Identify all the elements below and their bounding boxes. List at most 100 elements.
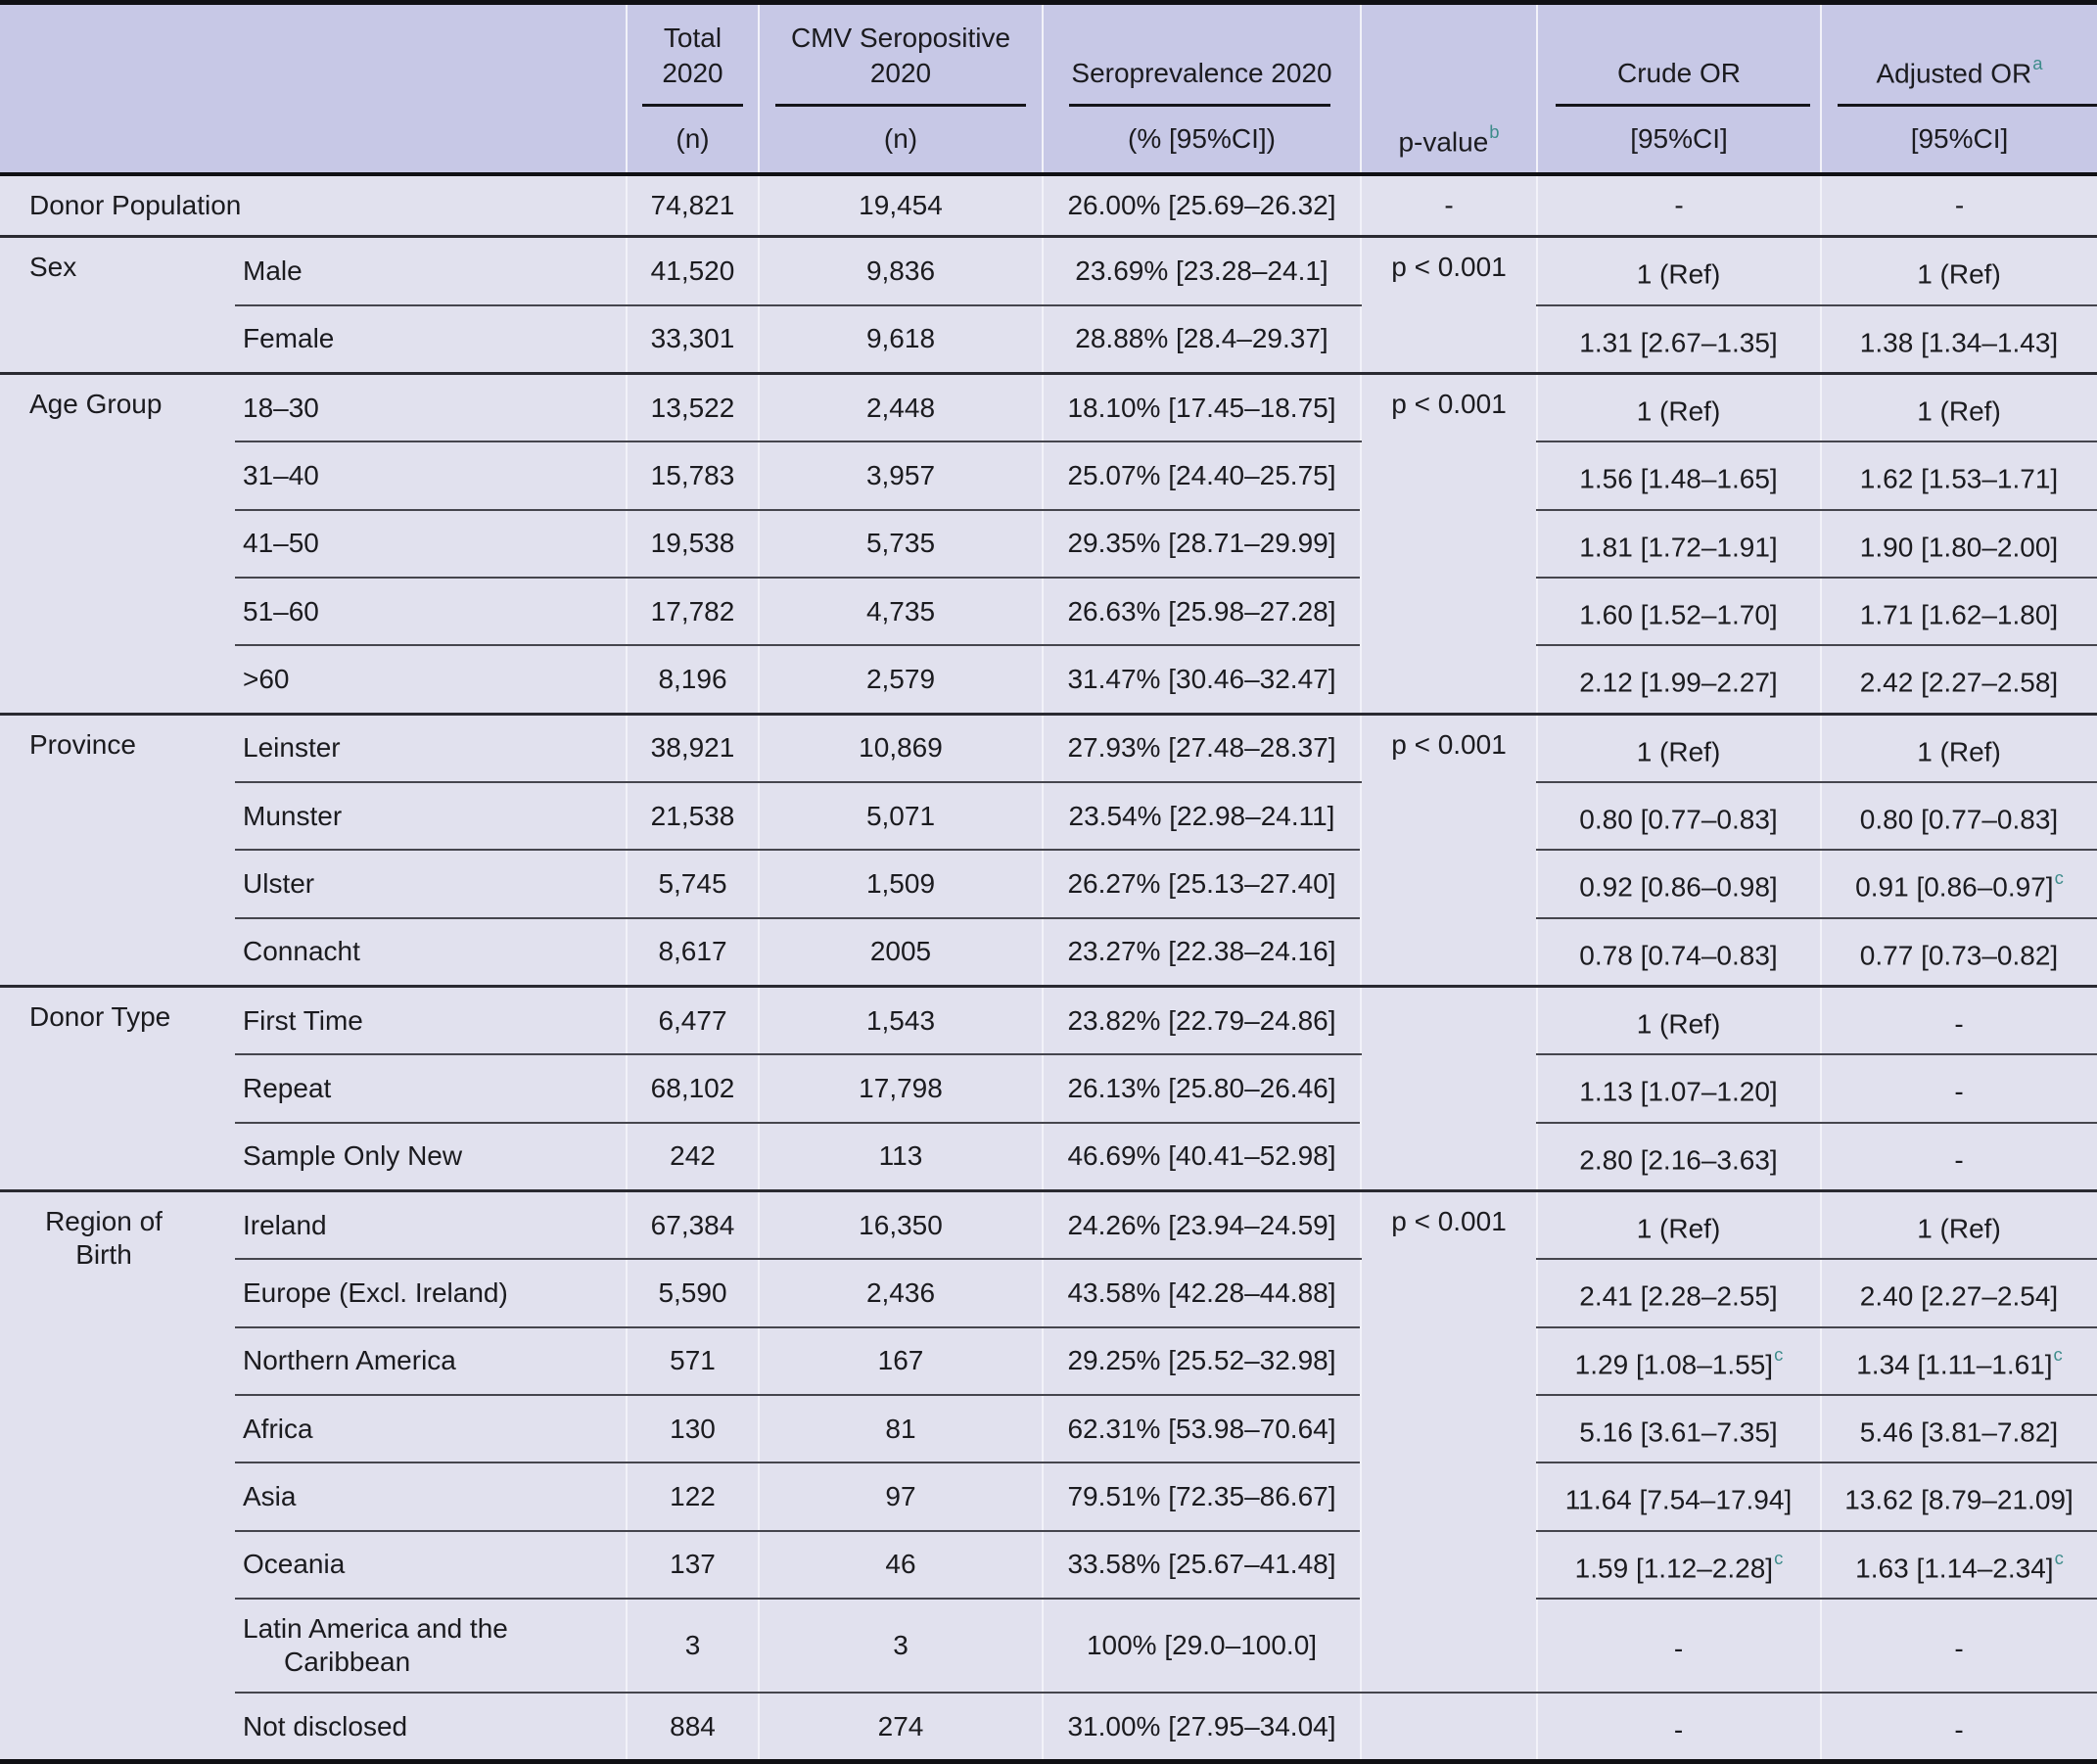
cell-adjusted-or: 1 (Ref)	[1820, 1188, 2097, 1261]
cell-total: 13,522	[626, 371, 759, 443]
cell-adjusted-or: -	[1820, 984, 2097, 1056]
table-row: Repeat 68,102 17,798 26.13% [25.80–26.46…	[0, 1054, 2097, 1124]
table-row: Latin America and the Caribbean 3 3 100%…	[0, 1598, 2097, 1694]
cell-subcategory: Sample Only New	[235, 1122, 627, 1192]
footnote-marker-b: b	[1489, 121, 1500, 143]
cell-seroprevalence: 46.69% [40.41–52.98]	[1042, 1122, 1361, 1192]
cell-total: 8,617	[626, 917, 759, 988]
header-blank	[0, 2, 627, 107]
cell-seroprevalence: 26.00% [25.69–26.32]	[1042, 174, 1361, 238]
cell-total: 3	[626, 1598, 759, 1694]
table-row: Female 33,301 9,618 28.88% [28.4–29.37] …	[0, 304, 2097, 375]
cell-crude-or: 0.92 [0.86–0.98]	[1536, 850, 1821, 919]
cell-adjusted-or: 1.62 [1.53–1.71]	[1820, 441, 2097, 511]
cell-adjusted-or: -	[1820, 1054, 2097, 1124]
cell-total: 137	[626, 1530, 759, 1600]
col-header-crude-or: Crude OR	[1536, 2, 1821, 107]
cell-cmv: 81	[758, 1394, 1043, 1464]
cell-seroprevalence: 100% [29.0–100.0]	[1042, 1598, 1361, 1694]
cell-adjusted-or: 0.91 [0.86–0.97]c	[1820, 850, 2097, 919]
cell-adjusted-or: 1.38 [1.34–1.43]	[1820, 304, 2097, 375]
col-header-adjusted-label: Adjusted ORa	[1876, 52, 2043, 88]
cell-total: 19,538	[626, 509, 759, 579]
cell-crude-or: 1 (Ref)	[1536, 984, 1821, 1056]
footnote-marker-c: c	[1774, 1343, 1784, 1365]
table-row: Asia 122 97 79.51% [72.35–86.67] 11.64 […	[0, 1462, 2097, 1532]
footnote-marker-c: c	[1774, 1547, 1784, 1568]
cell-adjusted-or: 2.40 [2.27–2.54]	[1820, 1259, 2097, 1328]
unit-pvalue: p-valueb	[1360, 107, 1537, 177]
cell-cmv: 9,836	[758, 235, 1043, 306]
cell-crude-or: 2.80 [2.16–3.63]	[1536, 1122, 1821, 1192]
table-row: Oceania 137 46 33.58% [25.67–41.48] 1.59…	[0, 1530, 2097, 1600]
cell-adjusted-or: 1 (Ref)	[1820, 371, 2097, 443]
cell-crude-or: 1 (Ref)	[1536, 712, 1821, 783]
table-header: Total 2020 CMV Seropositive 2020 Seropre…	[0, 2, 2097, 177]
cell-seroprevalence: 23.54% [22.98–24.11]	[1042, 781, 1361, 852]
table-row: Northern America 571 167 29.25% [25.52–3…	[0, 1326, 2097, 1396]
header-rule	[1556, 104, 1810, 107]
unit-total-n: (n)	[626, 107, 759, 177]
header-rule	[775, 104, 1026, 107]
cell-crude-or: 2.12 [1.99–2.27]	[1536, 645, 1821, 716]
cell-total: 15,783	[626, 441, 759, 511]
cell-adjusted-or: 1.71 [1.62–1.80]	[1820, 577, 2097, 647]
table-body: Donor Population 74,821 19,454 26.00% [2…	[0, 174, 2097, 1763]
cell-cmv: 17,798	[758, 1054, 1043, 1124]
cell-seroprevalence: 26.63% [25.98–27.28]	[1042, 577, 1361, 647]
cell-subcategory: Latin America and the Caribbean	[235, 1598, 627, 1694]
cell-pvalue: p < 0.001	[1360, 235, 1537, 375]
cell-total: 74,821	[626, 174, 759, 238]
cell-subcategory: Ireland	[235, 1188, 627, 1261]
cell-subcategory: Repeat	[235, 1054, 627, 1124]
cell-seroprevalence: 23.69% [23.28–24.1]	[1042, 235, 1361, 306]
cell-total: 41,520	[626, 235, 759, 306]
group-label-donor-population: Donor Population	[0, 174, 627, 238]
cell-crude-or: 1.81 [1.72–1.91]	[1536, 509, 1821, 579]
cell-seroprevalence: 24.26% [23.94–24.59]	[1042, 1188, 1361, 1261]
table-row: 31–40 15,783 3,957 25.07% [24.40–25.75] …	[0, 441, 2097, 511]
cell-pvalue	[1360, 984, 1537, 1192]
unit-adjusted-ci: [95%CI]	[1820, 107, 2097, 177]
cell-pvalue: p < 0.001	[1360, 371, 1537, 716]
table-row: Munster 21,538 5,071 23.54% [22.98–24.11…	[0, 781, 2097, 852]
footnote-marker-c: c	[2054, 866, 2064, 888]
cell-crude-or: 1 (Ref)	[1536, 371, 1821, 443]
cell-crude-or: 2.41 [2.28–2.55]	[1536, 1259, 1821, 1328]
cell-subcategory: 31–40	[235, 441, 627, 511]
cell-seroprevalence: 43.58% [42.28–44.88]	[1042, 1259, 1361, 1328]
cell-cmv: 2005	[758, 917, 1043, 988]
group-label-region-of-birth: Region of Birth	[0, 1188, 235, 1763]
table-row: 51–60 17,782 4,735 26.63% [25.98–27.28] …	[0, 577, 2097, 647]
cell-adjusted-or: 0.80 [0.77–0.83]	[1820, 781, 2097, 852]
cell-subcategory: Not disclosed	[235, 1692, 627, 1763]
cell-subcategory: Connacht	[235, 917, 627, 988]
cell-total: 33,301	[626, 304, 759, 375]
cell-crude-or: 1.56 [1.48–1.65]	[1536, 441, 1821, 511]
cell-subcategory: Ulster	[235, 850, 627, 919]
cell-seroprevalence: 27.93% [27.48–28.37]	[1042, 712, 1361, 783]
cell-cmv: 5,071	[758, 781, 1043, 852]
table-row: Not disclosed 884 274 31.00% [27.95–34.0…	[0, 1692, 2097, 1763]
cell-cmv: 10,869	[758, 712, 1043, 783]
group-label-donor-type: Donor Type	[0, 984, 235, 1192]
table-row: Sex Male 41,520 9,836 23.69% [23.28–24.1…	[0, 235, 2097, 375]
cell-seroprevalence: 25.07% [24.40–25.75]	[1042, 441, 1361, 511]
cell-seroprevalence: 23.27% [22.38–24.16]	[1042, 917, 1361, 988]
cell-cmv: 46	[758, 1530, 1043, 1600]
table-row: Donor Population 74,821 19,454 26.00% [2…	[0, 174, 2097, 238]
cell-seroprevalence: 18.10% [17.45–18.75]	[1042, 371, 1361, 443]
cell-subcategory: 41–50	[235, 509, 627, 579]
cell-total: 884	[626, 1692, 759, 1763]
cell-crude-or: 1 (Ref)	[1536, 1188, 1821, 1261]
unit-cmv-n: (n)	[758, 107, 1043, 177]
cell-adjusted-or: 1.90 [1.80–2.00]	[1820, 509, 2097, 579]
cell-crude-or: 1.59 [1.12–2.28]c	[1536, 1530, 1821, 1600]
cell-cmv: 1,509	[758, 850, 1043, 919]
footnote-marker-c: c	[2054, 1547, 2064, 1568]
cell-cmv: 167	[758, 1326, 1043, 1396]
cell-crude-or: -	[1536, 1692, 1821, 1763]
col-header-adjusted-or: Adjusted ORa	[1820, 2, 2097, 107]
cell-subcategory: Oceania	[235, 1530, 627, 1600]
